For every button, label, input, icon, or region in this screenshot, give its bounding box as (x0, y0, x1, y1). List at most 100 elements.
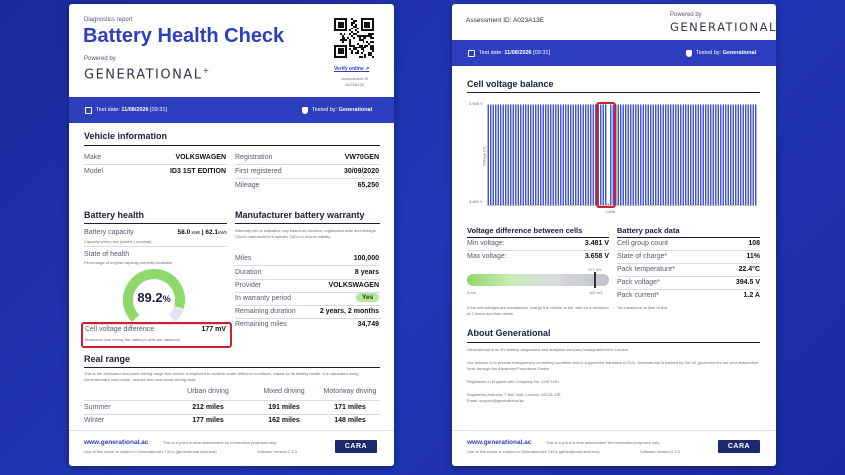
model-value: ID3 1ST EDITION (169, 168, 226, 175)
pack-data-label: Pack voltage* (617, 279, 660, 286)
soh-value: 89.2% (114, 290, 194, 305)
divider (467, 342, 760, 343)
cell-bar (517, 104, 519, 205)
about-p3: Registered in England with Company No. 1… (467, 379, 560, 384)
tested-by-label: Tested by: (312, 107, 338, 113)
range-header-urban: Urban driving (187, 388, 229, 395)
brand-name: GENERATIONAL (670, 20, 776, 34)
shield-icon (686, 50, 692, 57)
cell-bar (612, 104, 614, 205)
cell-bar (700, 104, 702, 205)
cell-bar (735, 104, 737, 205)
cara-logo: CARA (718, 440, 760, 453)
remaining-miles-value: 34,749 (357, 321, 379, 328)
cell-bar (507, 104, 509, 205)
warranty-duration-label: Duration (235, 269, 262, 276)
cell-bar (747, 104, 749, 205)
generational-logo: GENERATIONAL+ (670, 20, 776, 34)
cell-bar (555, 104, 557, 205)
test-info-band: Test date: 11/08/2026 [09:31] Tested by:… (452, 40, 776, 66)
cell-bar (510, 104, 512, 205)
test-date-value: 11/08/2026 (504, 50, 532, 56)
external-link-icon: ↗ (365, 66, 370, 72)
cell-bar (687, 104, 689, 205)
highlight-box (596, 102, 616, 208)
footer: www.generational.ac This is a point-in-t… (69, 430, 394, 466)
divider (617, 276, 760, 277)
cell-bar (585, 104, 587, 205)
pack-data-value: 1.2 A (743, 292, 760, 299)
footer-line2: Use of this report is subject to Generat… (84, 449, 217, 454)
cell-bar (557, 104, 559, 205)
cell-bar (680, 104, 682, 205)
cvd-note: Measures how evenly the battery's cells … (85, 337, 181, 342)
cell-bar (505, 104, 507, 205)
highlight-box (81, 322, 232, 348)
cell-bar (552, 104, 554, 205)
cell-bar (647, 104, 649, 205)
footer-line1: This is a point-in-time assessment for i… (163, 440, 277, 445)
cell-bar (665, 104, 667, 205)
cell-bar (645, 104, 647, 205)
registration-label: Registration (235, 154, 273, 161)
soh-note: Percentage of original capacity currentl… (84, 260, 174, 265)
powered-by-label: Powered by (84, 56, 116, 62)
pack-data-value: 22.4°C (738, 266, 760, 273)
divider (235, 164, 380, 165)
pack-data-label: State of charge* (617, 253, 668, 260)
cell-bar (545, 104, 547, 205)
cell-bar (670, 104, 672, 205)
cell-bar (635, 104, 637, 205)
pack-data-label: Pack temperature* (617, 266, 675, 273)
verify-online-link[interactable]: Verify online ↗ (334, 66, 369, 72)
assessment-id-label: Assessment ID (341, 76, 369, 81)
divider (84, 246, 227, 247)
vehicle-info-title: Vehicle information (84, 131, 168, 141)
divider (467, 237, 609, 238)
brand-plus: + (202, 66, 211, 75)
cell-bar (577, 104, 579, 205)
pack-data-value: 11% (746, 253, 760, 260)
test-time-value: [09:31] (150, 107, 167, 113)
pack-data-note: *As measured at time of test (617, 305, 668, 310)
range-cell: 191 miles (268, 404, 300, 411)
cell-bar (542, 104, 544, 205)
footer-site-link[interactable]: www.generational.ac (467, 439, 532, 446)
pack-data-value: 394.5 V (735, 279, 760, 286)
about-p4: Registered Address: 7 Bell Yard, London,… (467, 392, 561, 397)
capacity-separator: | (201, 229, 204, 236)
cell-bar (587, 104, 589, 205)
assessment-id-text: Assessment ID: A023A13E (466, 17, 545, 24)
capacity-unit: kWh (218, 230, 227, 235)
cell-bar (667, 104, 669, 205)
footer-site-link[interactable]: www.generational.ac (84, 439, 149, 446)
cell-bar (610, 104, 612, 205)
report-page-2: Assessment ID: A023A13E Powered by GENER… (452, 4, 776, 466)
cell-bar (750, 104, 752, 205)
cell-bar (740, 104, 742, 205)
cell-bar (582, 104, 584, 205)
cell-bar (520, 104, 522, 205)
cell-bar (732, 104, 734, 205)
soh-label: State of health (84, 251, 130, 258)
cell-bar (570, 104, 572, 205)
cell-bar (662, 104, 664, 205)
cell-bar (655, 104, 657, 205)
cell-bar (567, 104, 569, 205)
range-row-label: Winter (84, 417, 105, 424)
range-header-mixed: Mixed driving (263, 388, 305, 395)
first-registered-label: First registered (235, 168, 282, 175)
test-date-label: Test date: (479, 50, 503, 56)
cell-balance-title: Cell voltage balance (467, 79, 554, 89)
cell-bar (685, 104, 687, 205)
cell-bar (637, 104, 639, 205)
divider (235, 223, 380, 224)
cell-bar (710, 104, 712, 205)
assessment-id: A023A13E (345, 82, 365, 87)
tested-by: Tested by: Generational (312, 107, 372, 113)
remaining-duration-value: 2 years, 2 months (319, 308, 379, 315)
cell-bar (525, 104, 527, 205)
cell-bar (565, 104, 567, 205)
warranty-miles-label: Miles (235, 255, 252, 262)
range-row-label: Summer (84, 404, 111, 411)
